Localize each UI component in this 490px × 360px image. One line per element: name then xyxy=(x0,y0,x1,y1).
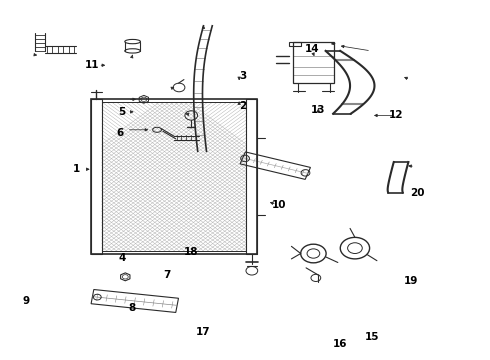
FancyArrowPatch shape xyxy=(162,301,164,307)
FancyArrowPatch shape xyxy=(134,298,135,304)
FancyArrowPatch shape xyxy=(253,159,255,163)
FancyArrowPatch shape xyxy=(302,170,304,174)
FancyArrowPatch shape xyxy=(295,168,297,173)
Text: 5: 5 xyxy=(118,107,125,117)
FancyArrowPatch shape xyxy=(246,157,248,161)
FancyArrowPatch shape xyxy=(144,299,145,305)
Bar xyxy=(91,99,102,253)
Text: 9: 9 xyxy=(23,296,30,306)
Text: 14: 14 xyxy=(305,44,320,54)
Text: 18: 18 xyxy=(184,247,198,257)
Bar xyxy=(289,42,301,46)
Bar xyxy=(91,289,178,312)
FancyArrowPatch shape xyxy=(97,294,98,301)
FancyArrowPatch shape xyxy=(260,160,262,165)
Text: 11: 11 xyxy=(85,60,100,70)
Text: 6: 6 xyxy=(117,129,124,138)
Text: 1: 1 xyxy=(73,164,80,174)
Text: 2: 2 xyxy=(239,102,246,112)
Text: 20: 20 xyxy=(410,188,424,198)
Bar xyxy=(102,102,246,251)
Bar xyxy=(293,42,334,83)
Bar xyxy=(240,152,311,179)
Bar xyxy=(91,99,257,253)
FancyArrowPatch shape xyxy=(288,167,290,171)
FancyArrowPatch shape xyxy=(274,163,276,168)
FancyArrowPatch shape xyxy=(125,297,126,303)
Text: 15: 15 xyxy=(365,332,379,342)
Text: 3: 3 xyxy=(239,71,246,81)
Text: 17: 17 xyxy=(196,327,211,337)
FancyArrowPatch shape xyxy=(172,302,173,308)
Text: 16: 16 xyxy=(333,339,347,349)
Bar xyxy=(246,99,257,253)
Text: 8: 8 xyxy=(128,303,135,314)
FancyArrowPatch shape xyxy=(281,165,283,169)
FancyArrowPatch shape xyxy=(268,162,269,166)
FancyArrowPatch shape xyxy=(153,300,154,306)
Text: 4: 4 xyxy=(118,253,125,263)
Text: 10: 10 xyxy=(272,200,287,210)
FancyArrowPatch shape xyxy=(106,295,107,301)
Text: 7: 7 xyxy=(163,270,171,280)
Text: 19: 19 xyxy=(404,276,418,286)
Text: 12: 12 xyxy=(389,111,404,121)
Text: 13: 13 xyxy=(311,105,325,115)
FancyArrowPatch shape xyxy=(116,296,117,302)
